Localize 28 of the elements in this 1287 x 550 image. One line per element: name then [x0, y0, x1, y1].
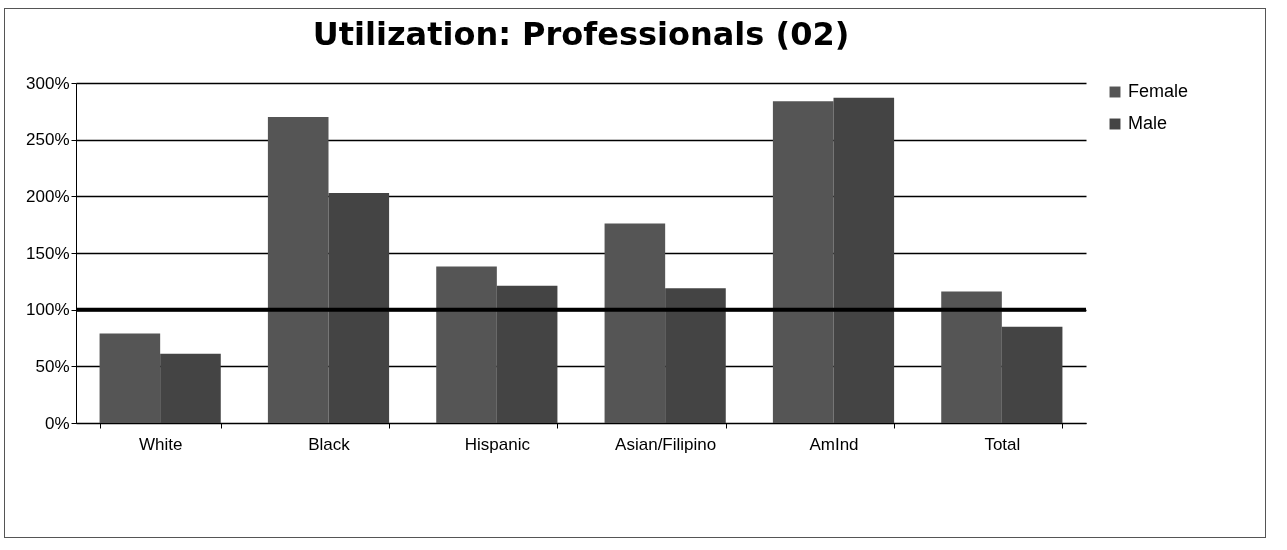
y-tick-label: 0%: [44, 413, 70, 433]
chart-title: Utilization: Professionals (02): [312, 15, 850, 53]
bar: [267, 117, 329, 423]
y-tick-label: 150%: [26, 243, 70, 263]
bar: [1001, 326, 1063, 423]
bar: [665, 288, 726, 423]
bar: [160, 353, 221, 423]
bar: [772, 101, 834, 423]
bar: [99, 333, 161, 423]
bar: [604, 223, 666, 423]
x-tick-label: AmInd: [809, 434, 859, 454]
x-tick-label: Hispanic: [464, 434, 531, 454]
y-tick-label: 250%: [26, 130, 70, 150]
x-tick-label: Asian/Filipino: [615, 434, 717, 454]
legend-label: Female: [1128, 81, 1189, 101]
legend-label: Male: [1128, 113, 1168, 133]
bar: [941, 291, 1002, 423]
bar: [496, 285, 558, 423]
bar: [436, 266, 497, 423]
bar: [328, 192, 390, 423]
y-tick-label: 200%: [26, 186, 70, 206]
x-tick-label: White: [138, 434, 183, 454]
x-tick-label: Total: [984, 434, 1021, 454]
y-tick-label: 100%: [26, 300, 70, 320]
y-tick-label: 300%: [26, 73, 70, 93]
y-tick-label: 50%: [35, 356, 70, 376]
x-tick-label: Black: [308, 434, 351, 454]
bar: [833, 97, 895, 423]
